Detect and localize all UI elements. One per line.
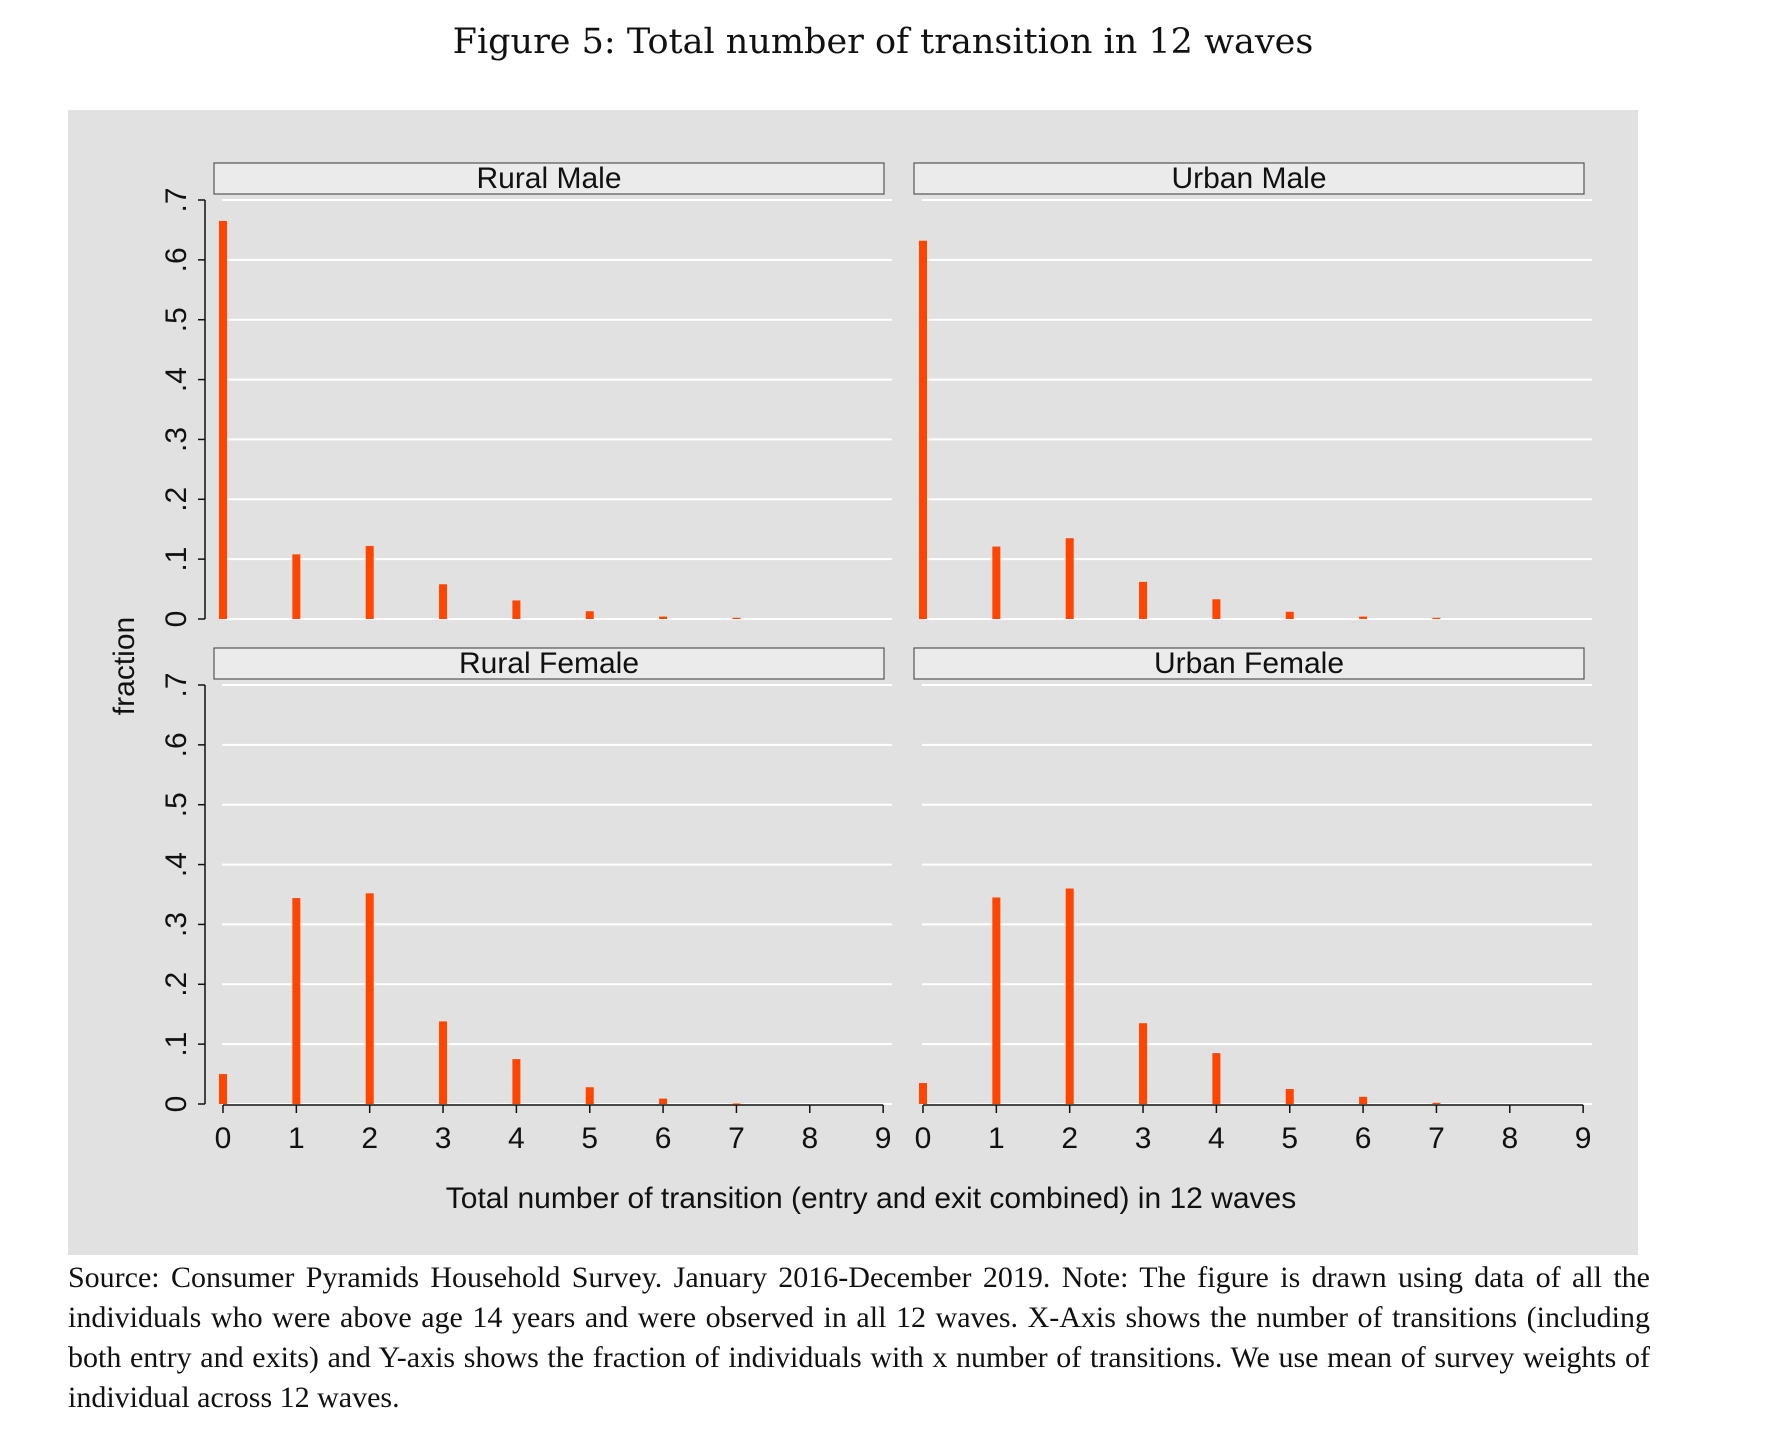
y-tick-label: .7: [160, 672, 193, 697]
y-tick-label: .6: [160, 247, 193, 272]
bar: [1212, 599, 1221, 619]
x-tick-label: 0: [215, 1122, 232, 1155]
x-tick-label: 5: [581, 1122, 598, 1155]
x-tick-label: 7: [1428, 1122, 1445, 1155]
x-tick-label: 2: [1061, 1122, 1078, 1155]
bar: [219, 1074, 227, 1104]
bar: [992, 897, 1001, 1104]
y-tick-label: 0: [160, 611, 193, 628]
bar: [585, 1087, 594, 1104]
bar: [512, 600, 521, 619]
bar: [919, 1083, 927, 1104]
y-tick-label: .2: [160, 487, 193, 512]
bar: [1432, 1102, 1441, 1104]
y-tick-label: 0: [160, 1096, 193, 1113]
bar: [919, 240, 927, 619]
y-tick-label: .5: [160, 792, 193, 817]
y-tick-label: .1: [160, 1032, 193, 1057]
bar: [292, 898, 301, 1104]
bar: [1065, 888, 1074, 1104]
x-tick-label: 6: [655, 1122, 672, 1155]
panel-rural-male: Rural Male 0 .1 .2 .3 .4 .5 .6 .7: [160, 162, 892, 627]
x-tick-label: 4: [508, 1122, 525, 1155]
panel-urban-male: Urban Male: [913, 162, 1592, 620]
panel-title: Urban Female: [1154, 647, 1344, 680]
panel-header: [213, 162, 885, 195]
y-tick-label: .3: [160, 427, 193, 452]
x-axis-label: Total number of transition (entry and ex…: [446, 1182, 1296, 1215]
bar: [1139, 1023, 1148, 1104]
y-tick-label: .7: [160, 187, 193, 212]
bar: [1432, 617, 1441, 619]
figure-title: Figure 5: Total number of transition in …: [452, 22, 1314, 62]
bar: [219, 220, 227, 619]
bar: [1065, 538, 1074, 619]
x-tick-label: 6: [1355, 1122, 1372, 1155]
x-tick-label: 1: [288, 1122, 305, 1155]
bar: [1139, 581, 1148, 619]
panel-title: Rural Female: [459, 647, 639, 680]
panel-header: [913, 647, 1585, 680]
y-tick-label: .4: [160, 852, 193, 877]
x-tick-label: 7: [728, 1122, 745, 1155]
y-tick-label: .4: [160, 367, 193, 392]
panel-header: [213, 647, 885, 680]
bar: [292, 554, 301, 619]
y-tick-label: .2: [160, 972, 193, 997]
panel-title: Rural Male: [476, 162, 621, 195]
bar: [1212, 1053, 1221, 1104]
bar: [992, 546, 1001, 619]
x-tick-label: 1: [988, 1122, 1005, 1155]
x-tick-label: 8: [1501, 1122, 1518, 1155]
x-tick-label: 4: [1208, 1122, 1225, 1155]
bar: [512, 1059, 521, 1104]
bar: [1359, 1096, 1368, 1104]
x-tick-label: 2: [361, 1122, 378, 1155]
bar: [439, 1021, 448, 1104]
y-tick-label: .1: [160, 547, 193, 572]
y-tick-label: .5: [160, 307, 193, 332]
x-tick-label: 9: [875, 1122, 892, 1155]
y-axis-label: fraction: [108, 617, 141, 715]
x-tick-label: 5: [1281, 1122, 1298, 1155]
bar: [732, 617, 741, 619]
y-tick-label: .6: [160, 732, 193, 757]
bar: [732, 1103, 741, 1105]
x-tick-label: 8: [801, 1122, 818, 1155]
panel-title: Urban Male: [1171, 162, 1326, 195]
bar: [365, 545, 374, 619]
figure-caption: Source: Consumer Pyramids Household Surv…: [68, 1261, 1650, 1414]
panel-header: [913, 162, 1585, 195]
bar: [1359, 616, 1368, 619]
x-tick-label: 3: [435, 1122, 452, 1155]
bar: [659, 1098, 668, 1104]
bar: [1285, 1089, 1294, 1104]
x-tick-label: 3: [1135, 1122, 1152, 1155]
plot-background: [68, 110, 1638, 1255]
x-tick-label: 0: [915, 1122, 932, 1155]
bar: [1285, 611, 1294, 619]
bar: [365, 893, 374, 1104]
panel-urban-female: Urban Female 0 1 2 3 4 5 6 7 8 9: [913, 647, 1592, 1155]
bar: [439, 584, 448, 619]
x-tick-label: 9: [1575, 1122, 1592, 1155]
panels-layer: Rural Male 0 .1 .2 .3 .4 .5 .6 .7 Urban Male Rural…: [160, 162, 1592, 1155]
bar: [585, 611, 594, 619]
panel-rural-female: Rural Female 0 .1 .2 .3 .4 .5 .6 .7 0 1 2 3 4 5 6 7 8 9: [160, 647, 892, 1155]
bar: [659, 616, 668, 619]
y-tick-label: .3: [160, 912, 193, 937]
